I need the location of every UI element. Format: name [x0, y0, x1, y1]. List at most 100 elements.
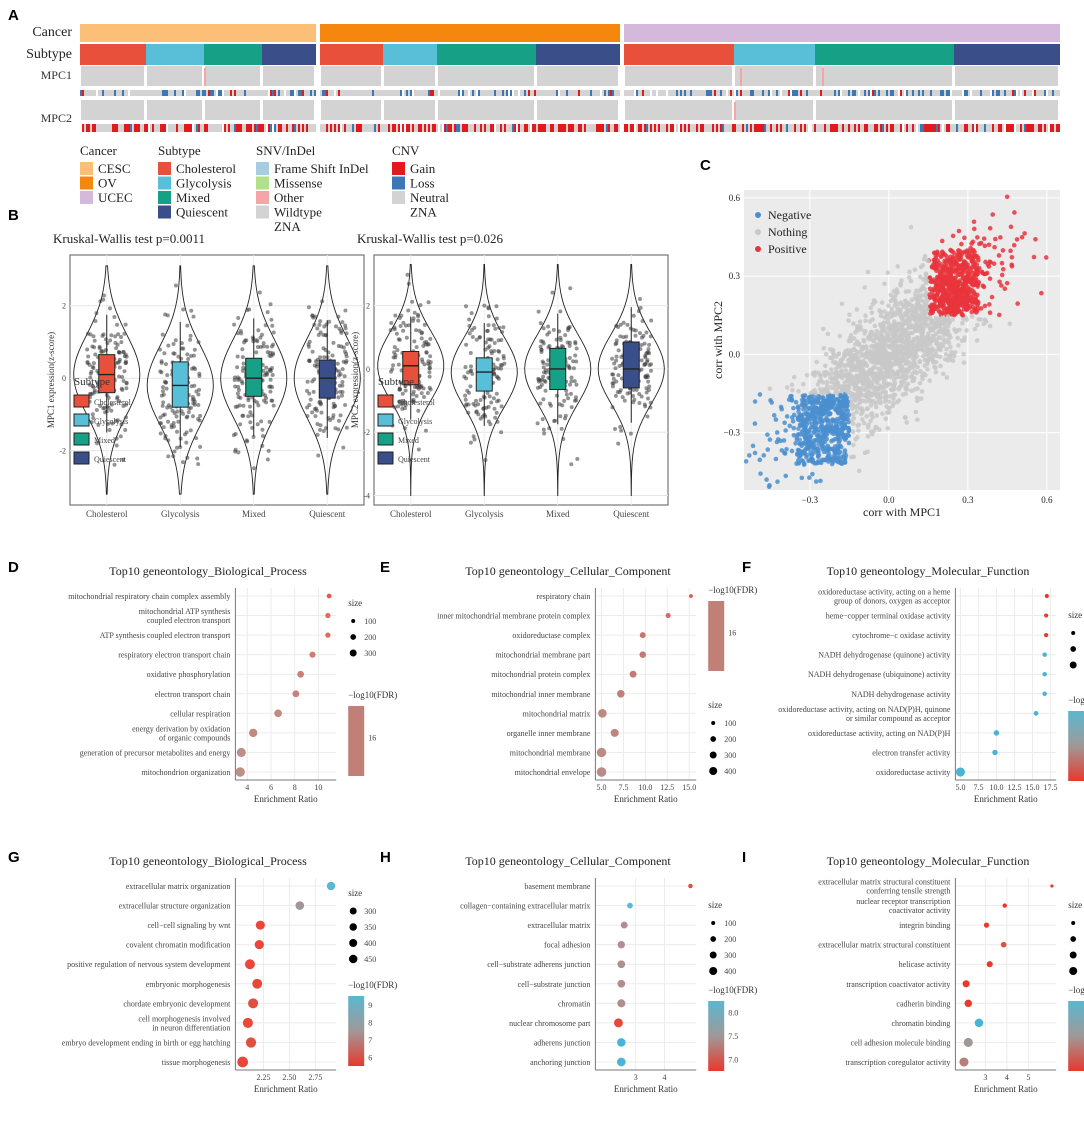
- jitter-point: [558, 309, 563, 314]
- corr-point: [833, 376, 839, 382]
- cnv-cell: [716, 90, 718, 96]
- cnv-cell: [386, 124, 388, 132]
- cnv-cell: [352, 124, 354, 132]
- jitter-point: [321, 428, 326, 433]
- corr-point: [938, 326, 944, 332]
- cnv-cell: [726, 124, 728, 132]
- cnv-cell: [770, 124, 772, 132]
- cnv-cell: [430, 124, 432, 132]
- cnv-cell: [190, 124, 192, 132]
- corr-point-negative: [813, 416, 818, 421]
- jitter-point: [166, 419, 171, 424]
- scatter-legend-dot: [755, 212, 761, 218]
- jitter-point: [467, 323, 472, 328]
- cnv-cell: [194, 124, 196, 132]
- cnv-cell: [646, 90, 648, 96]
- cnv-cell: [910, 124, 912, 132]
- cnv-cell: [802, 90, 804, 96]
- cnv-cell: [510, 90, 512, 96]
- jitter-point: [499, 338, 504, 343]
- corr-point: [752, 450, 758, 456]
- cnv-cell: [710, 124, 712, 132]
- jitter-point: [316, 333, 321, 338]
- cnv-cell: [790, 124, 792, 132]
- jitter-point: [643, 374, 648, 379]
- jitter-point: [119, 422, 124, 427]
- jitter-point: [333, 426, 338, 431]
- snv-block: [625, 66, 732, 86]
- subtype-block: [734, 44, 815, 65]
- corr-point-positive: [975, 299, 981, 305]
- jitter-point: [467, 331, 472, 336]
- panel-label-F: F: [742, 559, 751, 576]
- jitter-point: [236, 378, 241, 383]
- cnv-cell: [410, 90, 412, 96]
- corr-point: [769, 400, 775, 405]
- cnv-cell: [850, 90, 852, 96]
- corr-point: [854, 307, 860, 312]
- jitter-point: [427, 374, 432, 379]
- cnv-cell: [96, 90, 98, 96]
- jitter-point: [92, 388, 97, 393]
- jitter-point: [494, 391, 499, 396]
- snv-block: [205, 100, 260, 120]
- corr-point: [981, 284, 987, 290]
- corr-point: [840, 356, 846, 362]
- cnv-cell: [248, 90, 250, 96]
- jitter-point: [492, 406, 497, 411]
- corr-point: [878, 400, 883, 406]
- corr-point-positive: [949, 249, 955, 254]
- cnv-cell: [682, 124, 684, 132]
- jitter-point: [400, 391, 405, 396]
- jitter-point: [542, 431, 547, 436]
- jitter-point: [566, 396, 571, 401]
- corr-point-negative: [801, 412, 806, 417]
- jitter-point: [343, 349, 348, 354]
- jitter-point: [121, 350, 126, 355]
- cnv-cell: [546, 124, 548, 132]
- corr-point: [969, 314, 975, 319]
- cnv-cell: [498, 90, 500, 96]
- jitter-point: [192, 347, 197, 352]
- cnv-cell: [664, 90, 666, 96]
- cnv-cell: [740, 124, 742, 132]
- cnv-cell: [174, 90, 176, 96]
- corr-point-negative: [837, 399, 843, 404]
- jitter-point: [184, 440, 189, 445]
- scatter-legend-label: Negative: [768, 208, 811, 222]
- corr-point: [1043, 255, 1049, 260]
- corr-point: [882, 309, 887, 314]
- corr-point: [784, 446, 789, 452]
- corr-point: [857, 396, 862, 401]
- cnv-cell: [530, 124, 532, 132]
- jitter-point: [260, 443, 265, 448]
- cnv-cell: [456, 90, 458, 96]
- cnv-cell: [1038, 124, 1040, 132]
- corr-point-negative: [842, 437, 848, 442]
- cnv-cell: [306, 124, 308, 132]
- corr-point: [984, 270, 990, 276]
- cnv-cell: [496, 90, 498, 96]
- jitter-point: [305, 388, 310, 393]
- jitter-point: [90, 391, 95, 396]
- cnv-cell: [574, 90, 576, 96]
- jitter-point: [547, 330, 552, 335]
- corr-point: [856, 428, 861, 433]
- cnv-cell: [992, 90, 994, 96]
- corr-point: [853, 437, 858, 442]
- cnv-cell: [594, 90, 596, 96]
- jitter-point: [166, 454, 171, 459]
- legend-swatch: [158, 176, 171, 190]
- cnv-cell: [336, 124, 338, 132]
- cnv-cell: [974, 90, 976, 96]
- cnv-cell: [474, 90, 476, 96]
- cnv-cell: [614, 90, 616, 96]
- jitter-point: [563, 333, 568, 338]
- jitter-point: [109, 402, 114, 407]
- cnv-cell: [990, 90, 992, 96]
- jitter-point: [92, 345, 97, 350]
- cnv-cell: [472, 90, 474, 96]
- corr-point: [871, 337, 876, 343]
- cnv-cell: [460, 124, 462, 132]
- corr-point: [919, 316, 925, 322]
